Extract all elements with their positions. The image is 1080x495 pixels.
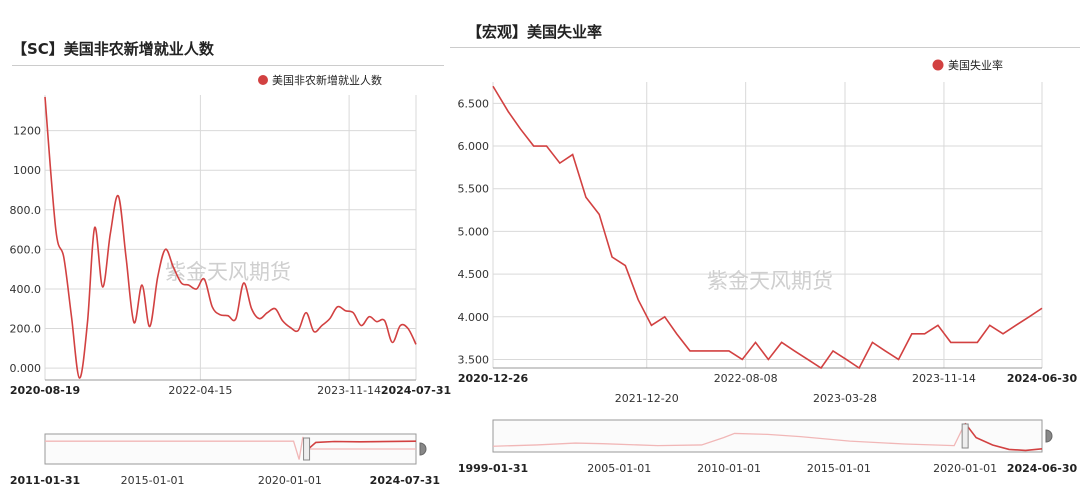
left-navigator-selected-line xyxy=(306,440,417,452)
right-range-navigator[interactable] xyxy=(492,419,1053,453)
right-y-axis: 3.500 4.000 4.500 5.000 5.500 6.000 6.500 xyxy=(458,97,490,366)
right-y-tick-label: 6.500 xyxy=(458,97,490,110)
right-legend-label: 美国失业率 xyxy=(948,58,1003,72)
right-navigator-right-handle[interactable] xyxy=(1045,429,1053,443)
left-y-tick-label: 0.000 xyxy=(10,362,42,375)
right-x-tick-label: 2022-08-08 xyxy=(714,372,778,385)
unemployment-rate-chart: 紫金天风期货 3.500 4.000 4.500 5.000 5.500 6.000 6.5… xyxy=(458,58,1078,475)
right-navigator-tick-label: 2024-06-30 xyxy=(1007,462,1078,475)
left-series-group xyxy=(44,96,417,379)
right-y-tick-label: 3.500 xyxy=(458,353,490,366)
nonfarm-payrolls-panel: 【SC】美国非农新增就业人数 紫金天风期货 0.000 200.0 400.0 600… xyxy=(0,0,452,495)
left-navigator-tick-label: 2020-01-01 xyxy=(258,474,322,487)
left-legend-marker xyxy=(258,75,268,85)
left-x-tick-label: 2022-04-15 xyxy=(168,384,232,397)
right-navigator-tick-label: 2005-01-01 xyxy=(587,462,651,475)
right-x-axis: 2020-12-26 2021-12-20 2022-08-08 2023-03-28… xyxy=(458,367,1078,405)
left-x-tick-label: 2024-07-31 xyxy=(381,384,451,397)
right-navigator-left-handle[interactable] xyxy=(961,423,969,449)
right-y-tick-label: 5.000 xyxy=(458,225,490,238)
right-x-tick-label: 2020-12-26 xyxy=(458,372,529,385)
left-chart-title: 【SC】美国非农新增就业人数 xyxy=(12,40,214,58)
left-y-tick-label: 200.0 xyxy=(10,323,42,336)
left-series-line xyxy=(44,96,417,379)
right-navigator-tick-label: 1999-01-31 xyxy=(458,462,528,475)
left-grid xyxy=(44,95,417,380)
right-x-tick-label: 2023-11-14 xyxy=(912,372,976,385)
right-x-tick-label: 2023-03-28 xyxy=(813,392,877,405)
right-grid xyxy=(492,82,1043,368)
left-x-axis: 2020-08-19 2022-04-15 2023-11-14 2024-07-31 xyxy=(10,379,451,397)
right-y-tick-label: 4.000 xyxy=(458,311,490,324)
left-navigator-axis: 2011-01-31 2015-01-01 2020-01-01 2024-07-31 xyxy=(10,474,440,487)
left-title-divider xyxy=(12,65,444,66)
nonfarm-payrolls-chart: 紫金天风期货 0.000 200.0 400.0 600.0 800.0 1000 1200… xyxy=(10,73,452,487)
right-series-line xyxy=(492,85,1043,370)
right-chart-title: 【宏观】美国失业率 xyxy=(467,23,603,41)
right-navigator-tick-label: 2020-01-01 xyxy=(933,462,997,475)
right-navigator-axis: 1999-01-31 2005-01-01 2010-01-01 2015-01-01… xyxy=(458,462,1078,475)
right-x-tick-label: 2021-12-20 xyxy=(615,392,679,405)
left-x-tick-label: 2020-08-19 xyxy=(10,384,80,397)
right-x-tick-label: 2024-06-30 xyxy=(1007,372,1078,385)
right-navigator-track[interactable] xyxy=(492,419,1043,453)
left-legend[interactable]: 美国非农新增就业人数 xyxy=(258,73,382,87)
left-navigator-tick-label: 2024-07-31 xyxy=(370,474,440,487)
right-y-tick-label: 4.500 xyxy=(458,268,490,281)
left-y-tick-label: 600.0 xyxy=(10,243,42,256)
left-y-tick-label: 1000 xyxy=(13,164,41,177)
right-navigator-tick-label: 2015-01-01 xyxy=(807,462,871,475)
left-y-tick-label: 800.0 xyxy=(10,204,42,217)
left-navigator-left-handle[interactable] xyxy=(303,437,311,461)
right-navigator-selected-line xyxy=(964,422,1043,452)
right-title-divider xyxy=(450,47,1080,48)
right-watermark: 紫金天风期货 xyxy=(707,269,833,293)
left-y-tick-label: 1200 xyxy=(13,125,41,138)
right-legend-marker xyxy=(932,59,944,71)
right-navigator-tick-label: 2010-01-01 xyxy=(697,462,761,475)
left-navigator-right-handle[interactable] xyxy=(419,442,427,456)
left-x-tick-label: 2023-11-14 xyxy=(317,384,381,397)
left-watermark: 紫金天风期货 xyxy=(165,260,291,284)
left-navigator-tick-label: 2015-01-01 xyxy=(121,474,185,487)
left-legend-label: 美国非农新增就业人数 xyxy=(272,73,382,87)
right-y-tick-label: 5.500 xyxy=(458,183,490,196)
right-legend[interactable]: 美国失业率 xyxy=(932,58,1004,72)
left-y-tick-label: 400.0 xyxy=(10,283,42,296)
left-y-axis: 0.000 200.0 400.0 600.0 800.0 1000 1200 xyxy=(10,125,42,376)
left-range-navigator[interactable] xyxy=(44,433,427,465)
left-navigator-tick-label: 2011-01-31 xyxy=(10,474,80,487)
right-series-group xyxy=(492,85,1043,370)
right-navigator-overview-line xyxy=(492,422,966,447)
right-y-tick-label: 6.000 xyxy=(458,140,490,153)
unemployment-rate-panel: 【宏观】美国失业率 紫金天风期货 3.500 4.000 4.500 5.000 5.5… xyxy=(450,0,1080,495)
